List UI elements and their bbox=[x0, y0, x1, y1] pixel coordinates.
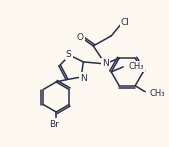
Text: CH₃: CH₃ bbox=[149, 89, 165, 98]
Text: N: N bbox=[102, 59, 109, 68]
Text: Br: Br bbox=[49, 120, 59, 128]
Text: S: S bbox=[66, 50, 71, 59]
Text: CH₃: CH₃ bbox=[128, 62, 144, 71]
Text: O: O bbox=[77, 33, 84, 42]
Text: Cl: Cl bbox=[121, 18, 130, 27]
Text: N: N bbox=[80, 74, 87, 82]
